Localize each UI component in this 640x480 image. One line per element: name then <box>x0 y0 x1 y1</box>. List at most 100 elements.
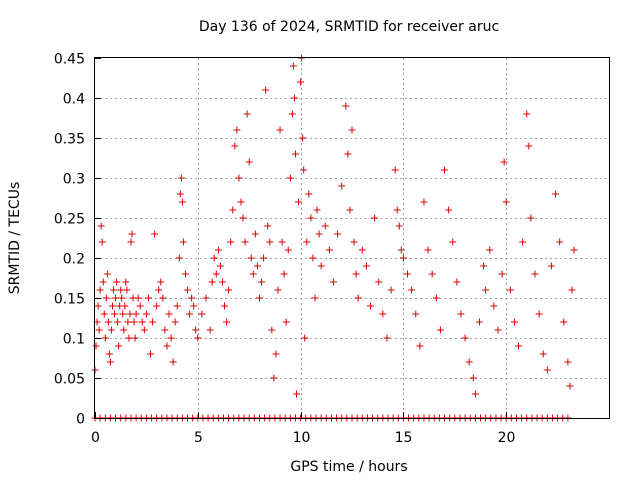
data-point <box>500 158 508 166</box>
data-point <box>96 286 104 294</box>
data-point <box>190 302 198 310</box>
data-point <box>436 326 444 334</box>
data-point <box>399 254 407 262</box>
y-tick-label: 0.2 <box>63 252 85 268</box>
data-point <box>113 278 121 286</box>
y-tick-label: 0.25 <box>54 212 85 228</box>
y-tick-label: 0.45 <box>54 52 85 68</box>
y-axis: 0 0.05 0.1 0.15 0.2 0.25 0.3 0.35 0.4 0.45 <box>54 52 101 428</box>
data-point <box>393 206 401 214</box>
data-point <box>177 174 185 182</box>
data-point <box>223 318 231 326</box>
data-point <box>121 302 129 310</box>
data-point <box>350 238 358 246</box>
data-point <box>95 326 103 334</box>
data-point <box>100 310 108 318</box>
data-point <box>142 310 150 318</box>
data-point <box>490 302 498 310</box>
data-point <box>127 238 135 246</box>
data-point <box>110 286 118 294</box>
data-point <box>342 102 350 110</box>
data-point <box>502 198 510 206</box>
data-point <box>184 286 192 294</box>
data-point <box>247 254 255 262</box>
data-point <box>134 294 142 302</box>
data-point <box>278 238 286 246</box>
data-point <box>124 318 132 326</box>
data-point <box>564 358 572 366</box>
data-point <box>284 246 292 254</box>
data-point <box>272 350 280 358</box>
data-point <box>469 374 477 382</box>
data-point <box>465 358 473 366</box>
data-point <box>258 278 266 286</box>
data-point <box>358 246 366 254</box>
data-point <box>251 230 259 238</box>
data-point <box>352 270 360 278</box>
data-point <box>510 318 518 326</box>
data-point <box>221 302 229 310</box>
y-tick-label: 0.15 <box>54 292 85 308</box>
data-point <box>126 310 134 318</box>
data-point <box>218 278 226 286</box>
data-point <box>175 254 183 262</box>
data-point <box>136 302 144 310</box>
data-point <box>375 278 383 286</box>
data-point <box>144 294 152 302</box>
data-point <box>416 342 424 350</box>
data-point <box>292 390 300 398</box>
data-point <box>338 182 346 190</box>
data-point <box>445 206 453 214</box>
data-point <box>457 310 465 318</box>
data-point <box>173 302 181 310</box>
data-point <box>397 246 405 254</box>
data-point <box>291 150 299 158</box>
x-axis-title: GPS time / hours <box>290 459 407 475</box>
data-point <box>159 294 167 302</box>
data-point <box>188 294 196 302</box>
data-point <box>471 390 479 398</box>
data-points <box>91 54 578 398</box>
data-point <box>486 246 494 254</box>
data-point <box>556 238 564 246</box>
data-point <box>313 206 321 214</box>
data-point <box>216 262 224 270</box>
data-point <box>128 230 136 238</box>
data-point <box>105 350 113 358</box>
data-point <box>99 278 107 286</box>
data-point <box>276 126 284 134</box>
data-point <box>98 238 106 246</box>
data-point <box>552 190 560 198</box>
data-point <box>309 254 317 262</box>
data-point <box>480 262 488 270</box>
data-point <box>383 334 391 342</box>
data-point <box>449 238 457 246</box>
data-point <box>151 230 159 238</box>
data-point <box>111 310 119 318</box>
data-point <box>97 222 105 230</box>
data-point <box>123 286 131 294</box>
data-point <box>249 270 257 278</box>
data-point <box>260 254 268 262</box>
x-tick-label: 0 <box>91 430 100 446</box>
data-point <box>527 214 535 222</box>
data-point <box>266 238 274 246</box>
data-point <box>301 334 309 342</box>
data-point <box>270 374 278 382</box>
data-point <box>268 326 276 334</box>
data-point <box>315 230 323 238</box>
data-point <box>181 270 189 278</box>
data-point <box>441 166 449 174</box>
data-point <box>202 294 210 302</box>
data-point <box>125 334 133 342</box>
data-point <box>115 342 123 350</box>
data-point <box>186 310 194 318</box>
data-point <box>167 334 175 342</box>
data-point <box>225 286 233 294</box>
data-point <box>233 126 241 134</box>
data-point <box>498 270 506 278</box>
data-point <box>424 246 432 254</box>
data-point <box>130 318 138 326</box>
data-point <box>131 334 139 342</box>
